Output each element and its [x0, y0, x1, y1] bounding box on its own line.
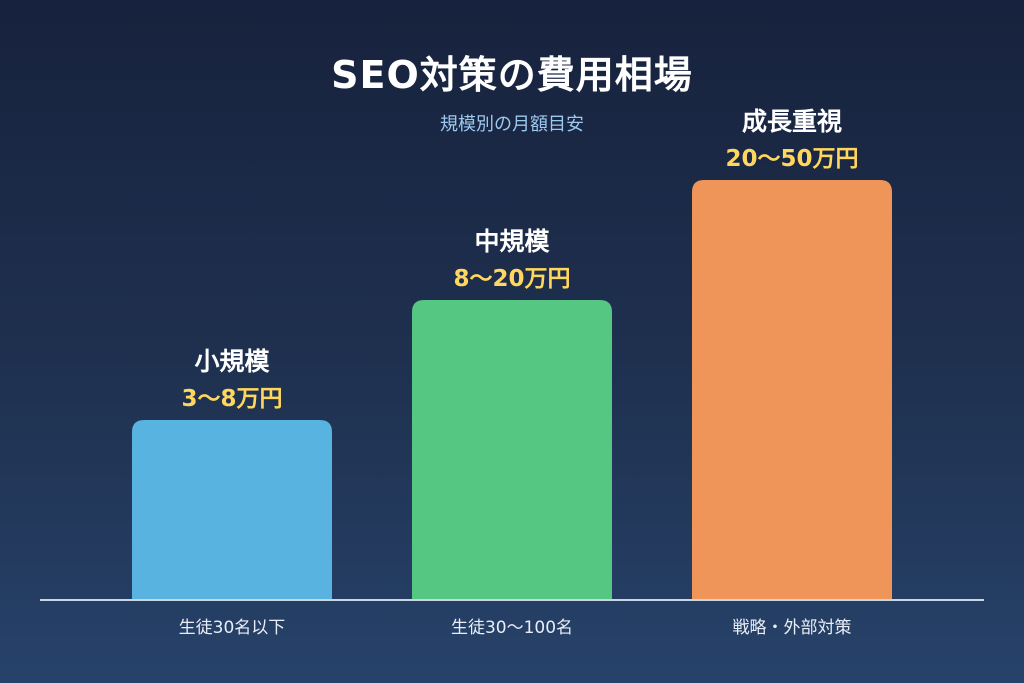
x-tick-label: 生徒30〜100名 [451, 618, 573, 638]
bar-value-label: 3〜8万円 [181, 386, 282, 412]
bar-3 [692, 180, 892, 600]
bar-2 [412, 300, 612, 600]
chart-subtitle: 規模別の月額目安 [440, 114, 584, 135]
bar-value-label: 20〜50万円 [725, 146, 858, 172]
x-tick-label: 戦略・外部対策 [733, 618, 852, 638]
bar-value-label: 8〜20万円 [453, 266, 570, 292]
bar-name-label: 小規模 [194, 347, 270, 376]
bar-name-label: 中規模 [474, 227, 550, 256]
bar-1 [132, 420, 332, 600]
chart-title: SEO対策の費用相場 [331, 53, 693, 97]
x-tick-label: 生徒30名以下 [179, 618, 286, 638]
bar-name-label: 成長重視 [742, 107, 842, 136]
